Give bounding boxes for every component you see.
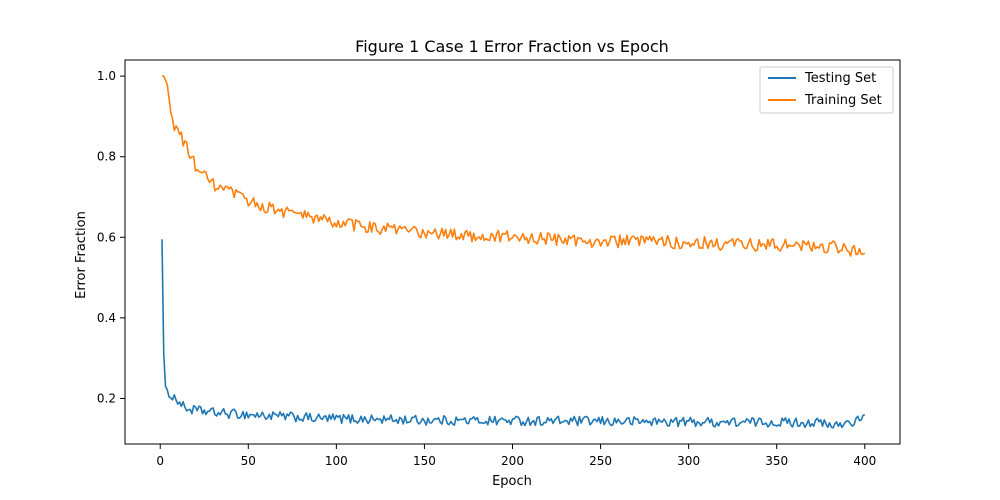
plot-area: 0 50 100 150 200 250 300 350 400 0.2 0.4 0.6 0.8 1.0 [97, 59, 901, 468]
y-tick-label: 0.6 [97, 230, 116, 244]
testing-set-line [161, 239, 866, 429]
x-tick-label: 150 [413, 454, 436, 468]
x-tick-label: 200 [501, 454, 524, 468]
x-tick-label: 300 [677, 454, 700, 468]
training-set-line [161, 75, 866, 257]
chart-title: Figure 1 Case 1 Error Fraction vs Epoch [355, 37, 669, 56]
x-tick-label: 250 [589, 454, 612, 468]
plot-frame [124, 59, 901, 445]
x-tick-label: 100 [325, 454, 348, 468]
x-axis-ticks: 0 50 100 150 200 250 300 350 400 [156, 444, 876, 468]
x-tick-label: 400 [853, 454, 876, 468]
x-tick-label: 50 [241, 454, 256, 468]
legend-label-training-set: Training Set [804, 93, 882, 108]
y-tick-label: 0.4 [97, 311, 116, 325]
x-tick-label: 350 [765, 454, 788, 468]
series-lines [161, 75, 866, 429]
y-axis-ticks: 0.2 0.4 0.6 0.8 1.0 [97, 69, 125, 405]
y-axis-label: Error Fraction [74, 211, 89, 299]
x-axis-label: Epoch [492, 474, 532, 489]
legend-label-testing-set: Testing Set [804, 71, 876, 86]
x-tick-label: 0 [156, 454, 164, 468]
y-tick-label: 0.8 [97, 150, 116, 164]
y-tick-label: 0.2 [97, 391, 116, 405]
y-tick-label: 1.0 [97, 69, 116, 83]
legend: Testing Set Training Set [759, 66, 894, 114]
